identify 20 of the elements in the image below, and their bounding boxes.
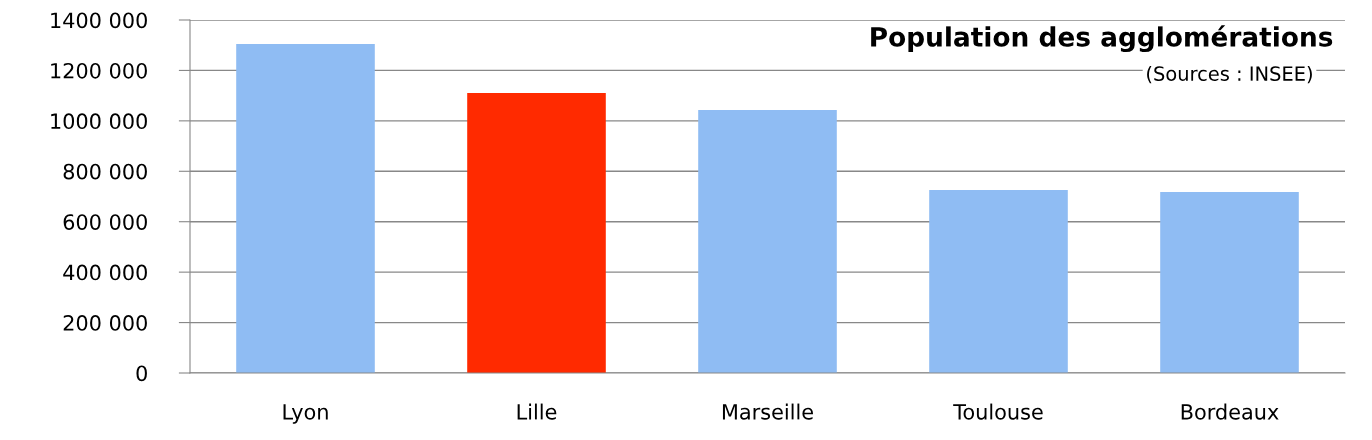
y-tick-label: 800 000: [63, 163, 147, 180]
x-tick-label: Toulouse: [953, 403, 1043, 420]
x-tick-label: Lyon: [283, 404, 328, 424]
bar: [698, 110, 837, 373]
y-tick-label: 0: [136, 365, 147, 382]
y-tick-label: 1200 000: [51, 62, 147, 79]
bar: [236, 43, 375, 373]
bar: [1160, 191, 1299, 373]
y-tick-label: 1400 000: [51, 12, 147, 29]
y-tick-label: 400 000: [63, 264, 147, 281]
y-tick-label: 1000 000: [51, 113, 147, 130]
chart-title: Population des agglomérations: [871, 25, 1333, 53]
bar: [929, 189, 1068, 373]
x-tick-label: Marseille: [722, 403, 813, 420]
y-tick-label: 200 000: [63, 315, 147, 331]
y-tick-label: 600 000: [63, 214, 147, 230]
x-tick-label: Lille: [517, 403, 557, 420]
bar: [467, 93, 606, 373]
x-tick-label: Bordeaux: [1181, 403, 1279, 420]
text: (Sources : INSEE): [1147, 65, 1312, 84]
